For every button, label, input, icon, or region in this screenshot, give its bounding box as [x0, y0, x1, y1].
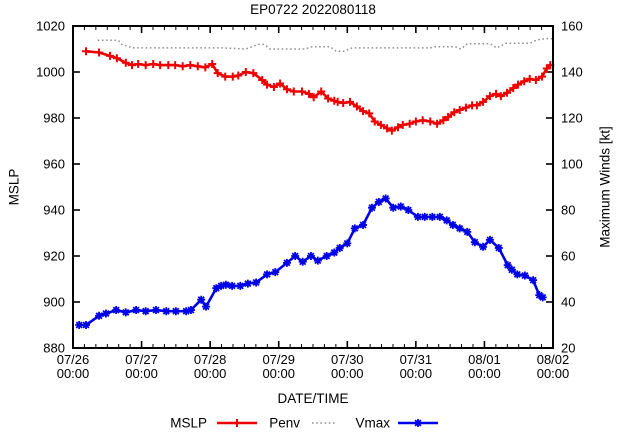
x-tick-date: 07/26: [57, 352, 90, 367]
axis-ticks: [72, 25, 554, 349]
right-tick-label: 40: [561, 295, 575, 310]
x-tick-time: 00:00: [400, 366, 433, 381]
left-tick-label: 1020: [36, 19, 65, 34]
right-tick-label: 100: [561, 157, 583, 172]
right-tick-label: 20: [561, 341, 575, 356]
x-tick-date: 07/29: [262, 352, 295, 367]
vmax-markers: [75, 194, 547, 329]
right-axis-title: Maximum Winds [kt]: [597, 126, 613, 248]
x-tick-date: 08/02: [537, 352, 570, 367]
x-tick-date: 08/01: [468, 352, 501, 367]
x-tick-time: 00:00: [331, 366, 364, 381]
x-tick-time: 00:00: [537, 366, 570, 381]
left-tick-label: 940: [43, 203, 65, 218]
left-axis-title: MSLP: [6, 168, 22, 206]
left-tick-label: 880: [43, 341, 65, 356]
penv-line: [97, 37, 553, 53]
legend-marker-mslp: [233, 419, 241, 427]
x-tick-time: 00:00: [57, 366, 90, 381]
x-tick-time: 00:00: [194, 366, 227, 381]
right-tick-label: 80: [561, 203, 575, 218]
legend-label-penv: Penv: [269, 416, 300, 431]
legend-label-vmax: Vmax: [355, 416, 390, 431]
legend: MSLP Penv Vmax: [170, 416, 438, 431]
x-axis-title: DATE/TIME: [277, 391, 349, 406]
x-tick-date: 07/31: [400, 352, 433, 367]
chart-title: EP0722 2022080118: [250, 2, 376, 17]
plot-border: [72, 25, 554, 349]
right-tick-label: 160: [561, 19, 583, 34]
x-tick-time: 00:00: [468, 366, 501, 381]
left-tick-label: 920: [43, 249, 65, 264]
x-tick-date: 07/28: [194, 352, 227, 367]
right-tick-label: 120: [561, 111, 583, 126]
x-tick-time: 00:00: [262, 366, 295, 381]
legend-label-mslp: MSLP: [170, 416, 207, 431]
x-tick-date: 07/27: [125, 352, 158, 367]
right-tick-label: 60: [561, 249, 575, 264]
x-tick-time: 00:00: [125, 366, 158, 381]
mslp-markers: [82, 47, 555, 135]
left-tick-label: 960: [43, 157, 65, 172]
vmax-line: [79, 197, 544, 327]
left-tick-label: 980: [43, 111, 65, 126]
left-tick-label: 900: [43, 295, 65, 310]
left-tick-label: 1000: [36, 65, 65, 80]
right-tick-label: 140: [561, 65, 583, 80]
legend-marker-vmax: [414, 419, 422, 427]
x-tick-date: 07/30: [331, 352, 364, 367]
